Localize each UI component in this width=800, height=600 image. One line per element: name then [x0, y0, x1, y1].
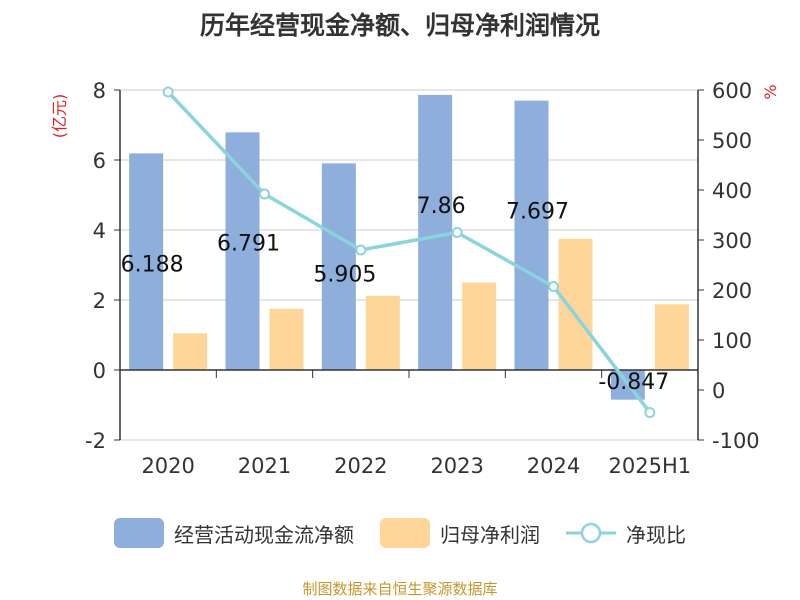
ratio-point[interactable]: [355, 244, 367, 256]
legend: 经营活动现金流净额 归母净利润 净现比: [0, 518, 800, 548]
ratio-point[interactable]: [644, 407, 656, 418]
ratio-line-path: [166, 90, 652, 414]
source-footer: 制图数据来自恒生聚源数据库: [302, 580, 498, 598]
y-left-tick-label: 4: [93, 219, 106, 243]
ratio-point[interactable]: [548, 281, 559, 292]
bar-net-profit[interactable]: [269, 308, 304, 370]
bar-data-label: -0.847: [598, 370, 669, 395]
legend-line-marker-icon: [566, 522, 616, 544]
bars: [129, 94, 689, 400]
ratio-point[interactable]: [259, 188, 270, 200]
legend-item-cashflow[interactable]: 经营活动现金流净额: [114, 518, 354, 548]
bar-cashflow[interactable]: [129, 153, 164, 370]
legend-label-cashflow: 经营活动现金流净额: [174, 522, 354, 547]
legend-swatch-net-profit: [380, 518, 430, 548]
legend-item-ratio[interactable]: 净现比: [566, 518, 686, 548]
chart-title: 历年经营现金净额、归母净利润情况: [199, 11, 600, 40]
y-left-tick-label: 6: [93, 149, 106, 173]
x-tick-label: 2025H1: [609, 454, 692, 478]
data-labels: 6.188 6.791 5.905 7.86 7.697 -0.847: [121, 194, 670, 395]
y-left-tick-label: -2: [85, 429, 106, 453]
ratio-point[interactable]: [162, 86, 174, 98]
y-right-tick-label: 0: [712, 379, 725, 403]
x-tick-label: 2023: [430, 454, 483, 478]
y-right-tick-label: 400: [712, 179, 752, 203]
bar-net-profit[interactable]: [173, 333, 208, 370]
bar-net-profit[interactable]: [654, 304, 689, 370]
bar-data-label: 6.188: [121, 252, 184, 277]
ratio-line: [162, 86, 656, 418]
axes: -2 0 2 4 6 8 -100 0 100 200 300 400 500 600 2020 2021 20…: [85, 79, 760, 478]
bar-data-label: 7.697: [506, 200, 569, 225]
x-tick-label: 2021: [238, 454, 291, 478]
bar-net-profit[interactable]: [462, 282, 497, 371]
legend-swatch-cashflow: [114, 518, 164, 548]
legend-label-ratio: 净现比: [626, 522, 686, 547]
bar-cashflow[interactable]: [514, 100, 549, 370]
bar-cashflow[interactable]: [418, 94, 453, 371]
y-right-tick-label: 200: [712, 279, 752, 303]
ratio-point[interactable]: [451, 227, 463, 238]
y-right-tick-label: 100: [712, 329, 752, 353]
bar-net-profit[interactable]: [365, 295, 400, 370]
y-right-tick-label: 300: [712, 229, 752, 253]
bar-cashflow[interactable]: [321, 163, 356, 370]
y-right-tick-label: 500: [712, 129, 752, 153]
x-tick-label: 2024: [527, 454, 580, 478]
x-tick-label: 2020: [141, 454, 194, 478]
y-left-tick-label: 0: [93, 359, 106, 383]
bar-data-label: 6.791: [217, 231, 280, 256]
x-tick-label: 2022: [334, 454, 387, 478]
y-left-axis-title: (亿元): [50, 94, 69, 139]
y-right-axis-title: %: [761, 84, 780, 99]
legend-item-net-profit[interactable]: 归母净利润: [380, 518, 540, 548]
bar-data-label: 5.905: [313, 262, 376, 287]
legend-label-net-profit: 归母净利润: [440, 522, 540, 547]
y-right-tick-label: 600: [712, 79, 752, 103]
bar-net-profit[interactable]: [558, 238, 593, 370]
y-right-tick-label: -100: [712, 429, 760, 453]
bar-data-label: 7.86: [417, 194, 466, 219]
y-left-tick-label: 8: [93, 79, 106, 103]
y-left-tick-label: 2: [93, 289, 106, 313]
